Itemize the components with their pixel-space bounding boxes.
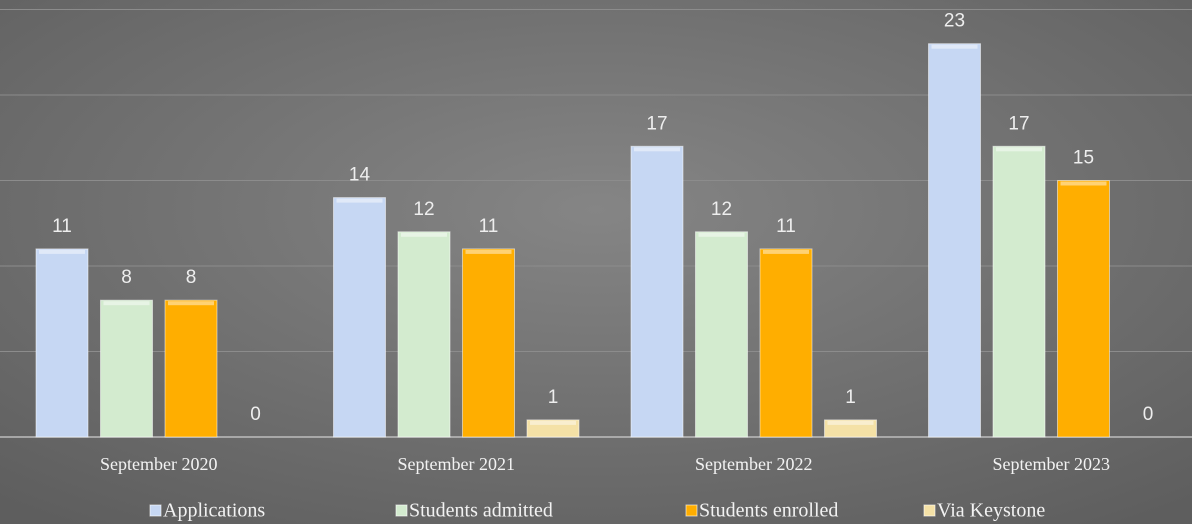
legend-label: Via Keystone — [937, 500, 1045, 522]
bar — [35, 248, 89, 438]
bar — [928, 43, 981, 438]
bar — [164, 299, 218, 438]
data-label: 14 — [349, 165, 371, 186]
data-label: 1 — [548, 387, 559, 408]
x-tick-label: September 2023 — [993, 454, 1110, 474]
data-label: 0 — [250, 404, 261, 425]
data-label: 23 — [944, 11, 965, 32]
bar-bevel — [827, 420, 874, 425]
bar-bevel — [763, 249, 809, 254]
legend-swatch — [395, 504, 408, 517]
bar — [992, 145, 1046, 438]
data-label: 12 — [711, 199, 732, 220]
bar-bevel — [634, 147, 680, 152]
legend-swatch — [149, 504, 162, 517]
bar — [695, 231, 748, 438]
bar — [397, 231, 451, 438]
bar — [630, 145, 684, 438]
bar — [759, 248, 813, 438]
bar — [824, 419, 877, 438]
x-tick-label: September 2022 — [695, 454, 812, 474]
legend-swatch — [685, 504, 698, 517]
bar-bevel — [465, 249, 512, 254]
bar-bevel — [530, 420, 576, 425]
bar-bevel — [1060, 181, 1107, 186]
bar-bevel — [39, 249, 85, 254]
legend-label: Applications — [163, 500, 265, 522]
data-label: 15 — [1073, 148, 1094, 169]
data-label: 0 — [1143, 404, 1154, 425]
bar-bevel — [336, 198, 383, 203]
bar-bevel — [103, 301, 150, 306]
bar — [462, 248, 515, 438]
data-label: 17 — [646, 113, 667, 134]
bar — [333, 197, 386, 438]
bar-bevel — [401, 232, 447, 237]
legend-label: Students admitted — [409, 500, 553, 522]
data-label: 17 — [1008, 113, 1029, 134]
legend-swatch — [923, 504, 936, 517]
x-tick-label: September 2020 — [100, 454, 217, 474]
bar-bevel — [168, 301, 214, 306]
data-label: 1 — [845, 387, 856, 408]
bar — [1057, 180, 1110, 438]
bar — [526, 419, 580, 438]
x-tick-label: September 2021 — [398, 454, 515, 474]
bar-bevel — [931, 44, 978, 49]
legend-label: Students enrolled — [699, 500, 838, 522]
data-label: 12 — [413, 199, 434, 220]
bar-bevel — [996, 147, 1042, 152]
data-label: 8 — [121, 267, 132, 288]
data-label: 11 — [52, 216, 72, 237]
bar — [100, 299, 153, 438]
data-label: 8 — [186, 267, 197, 288]
bar-bevel — [698, 232, 745, 237]
data-label: 11 — [776, 216, 796, 237]
data-label: 11 — [479, 216, 499, 237]
